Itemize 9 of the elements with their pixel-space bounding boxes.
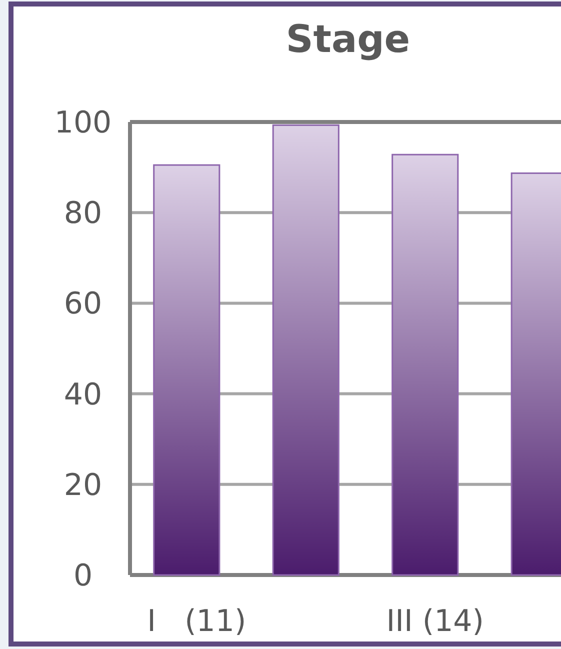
- y-tick-label: 0: [73, 558, 93, 594]
- chart-title: Stage: [286, 17, 410, 61]
- x-tick-label: III (14): [386, 604, 484, 639]
- y-tick-label: 80: [64, 196, 102, 232]
- y-tick-label: 100: [54, 106, 112, 140]
- y-tick-label: 40: [64, 377, 102, 412]
- x-tick-label: I (11): [147, 604, 246, 639]
- y-tick-label: 20: [64, 468, 102, 503]
- y-tick-label: 60: [64, 286, 102, 322]
